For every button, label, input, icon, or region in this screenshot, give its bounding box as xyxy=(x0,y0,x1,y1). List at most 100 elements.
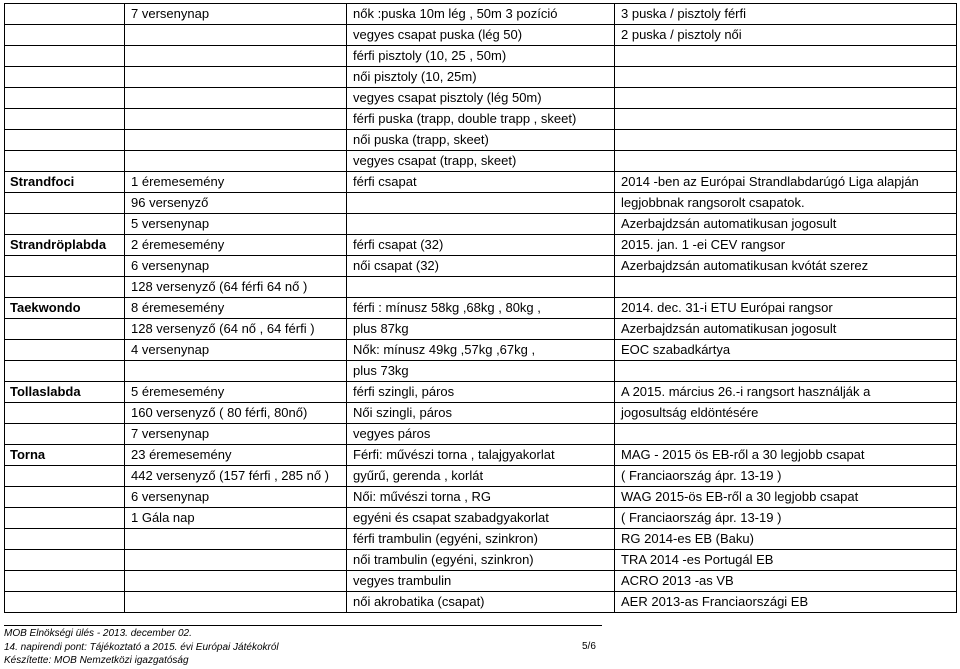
qualification-cell: WAG 2015-ös EB-ről a 30 legjobb csapat xyxy=(614,486,957,508)
category-cell: Női: művészi torna , RG xyxy=(346,486,615,508)
category-cell: nők :puska 10m lég , 50m 3 pozíció xyxy=(346,3,615,25)
qualification-cell xyxy=(614,108,957,130)
events-count-cell xyxy=(124,549,347,571)
sport-cell: Strandfoci xyxy=(4,171,125,193)
sport-cell xyxy=(4,192,125,214)
category-cell: férfi trambulin (egyéni, szinkron) xyxy=(346,528,615,550)
qualification-cell: 2 puska / pisztoly női xyxy=(614,24,957,46)
table-row: Strandfoci 1 éremesemény férfi csapat 2014 … xyxy=(4,171,957,193)
sport-cell xyxy=(4,591,125,613)
table-row: vegyes csapat (trapp, skeet) xyxy=(4,150,957,172)
category-cell: női puska (trapp, skeet) xyxy=(346,129,615,151)
qualification-cell: ( Franciaország ápr. 13-19 ) xyxy=(614,465,957,487)
table-row: 442 versenyző (157 férfi , 285 nő ) gyűrű… xyxy=(4,465,957,487)
table-row: vegyes csapat pisztoly (lég 50m) xyxy=(4,87,957,109)
table-row: női akrobatika (csapat) AER 2013-as Franc… xyxy=(4,591,957,613)
events-count-cell: 5 versenynap xyxy=(124,213,347,235)
qualification-cell: ( Franciaország ápr. 13-19 ) xyxy=(614,507,957,529)
events-count-cell: 1 éremesemény xyxy=(124,171,347,193)
table-row: Taekwondo 8 éremesemény férfi : mínusz 58k… xyxy=(4,297,957,319)
sport-cell xyxy=(4,276,125,298)
qualification-cell: 2014 -ben az Európai Strandlabdarúgó Lig… xyxy=(614,171,957,193)
events-count-cell: 128 versenyző (64 férfi 64 nő ) xyxy=(124,276,347,298)
events-count-cell xyxy=(124,528,347,550)
sport-cell xyxy=(4,45,125,67)
sport-cell xyxy=(4,255,125,277)
table-row: Torna 23 éremesemény Férfi: művészi torna … xyxy=(4,444,957,466)
category-cell: férfi pisztoly (10, 25 , 50m) xyxy=(346,45,615,67)
sport-cell xyxy=(4,129,125,151)
events-count-cell xyxy=(124,570,347,592)
sport-cell: Torna xyxy=(4,444,125,466)
table-row: férfi trambulin (egyéni, szinkron) RG 201… xyxy=(4,528,957,550)
table-row: 1 Gála nap egyéni és csapat szabadgyakorl… xyxy=(4,507,957,529)
table-row: női pisztoly (10, 25m) xyxy=(4,66,957,88)
qualification-cell xyxy=(614,150,957,172)
qualification-cell: RG 2014-es EB (Baku) xyxy=(614,528,957,550)
events-count-cell: 7 versenynap xyxy=(124,423,347,445)
footer-agenda: 14. napirendi pont: Tájékoztató a 2015. … xyxy=(4,641,279,653)
table-row: férfi puska (trapp, double trapp , skeet… xyxy=(4,108,957,130)
category-cell xyxy=(346,213,615,235)
table-row: 6 versenynap női csapat (32) Azerbajdzsán … xyxy=(4,255,957,277)
events-count-cell: 4 versenynap xyxy=(124,339,347,361)
table-row: Strandröplabda 2 éremesemény férfi csapat … xyxy=(4,234,957,256)
category-cell: Nők: mínusz 49kg ,57kg ,67kg , xyxy=(346,339,615,361)
table-row: 5 versenynap Azerbajdzsán automatikusan j… xyxy=(4,213,957,235)
table-row: Tollaslabda 5 éremesemény férfi szingli, p… xyxy=(4,381,957,403)
table-row: 128 versenyző (64 nő , 64 férfi ) plus 87… xyxy=(4,318,957,340)
qualification-cell: 2014. dec. 31-i ETU Európai rangsor xyxy=(614,297,957,319)
category-cell: férfi szingli, páros xyxy=(346,381,615,403)
qualification-cell: A 2015. március 26.-i rangsort használjá… xyxy=(614,381,957,403)
sport-cell xyxy=(4,486,125,508)
category-cell: vegyes trambulin xyxy=(346,570,615,592)
table-row: 160 versenyző ( 80 férfi, 80nő) Női szing… xyxy=(4,402,957,424)
category-cell: női akrobatika (csapat) xyxy=(346,591,615,613)
qualification-cell: jogosultság eldöntésére xyxy=(614,402,957,424)
sport-cell xyxy=(4,66,125,88)
category-cell: vegyes páros xyxy=(346,423,615,445)
events-table: 7 versenynap nők :puska 10m lég , 50m 3 p… xyxy=(4,3,957,613)
sport-cell xyxy=(4,528,125,550)
table-row: 128 versenyző (64 férfi 64 nő ) xyxy=(4,276,957,298)
table-row: női puska (trapp, skeet) xyxy=(4,129,957,151)
events-count-cell xyxy=(124,150,347,172)
qualification-cell: 2015. jan. 1 -ei CEV rangsor xyxy=(614,234,957,256)
sport-cell xyxy=(4,423,125,445)
qualification-cell xyxy=(614,66,957,88)
events-count-cell xyxy=(124,66,347,88)
table-row: vegyes trambulin ACRO 2013 -as VB xyxy=(4,570,957,592)
page-number: 5/6 xyxy=(582,641,596,652)
footer-author: Készítette: MOB Nemzetközi igazgatóság xyxy=(4,655,189,666)
sport-cell: Taekwondo xyxy=(4,297,125,319)
category-cell: gyűrű, gerenda , korlát xyxy=(346,465,615,487)
sport-cell: Strandröplabda xyxy=(4,234,125,256)
events-count-cell: 1 Gála nap xyxy=(124,507,347,529)
table-row: férfi pisztoly (10, 25 , 50m) xyxy=(4,45,957,67)
sport-cell xyxy=(4,3,125,25)
qualification-cell: TRA 2014 -es Portugál EB xyxy=(614,549,957,571)
category-cell: férfi : mínusz 58kg ,68kg , 80kg , xyxy=(346,297,615,319)
events-count-cell: 7 versenynap xyxy=(124,3,347,25)
category-cell xyxy=(346,192,615,214)
category-cell: férfi csapat (32) xyxy=(346,234,615,256)
events-count-cell: 6 versenynap xyxy=(124,486,347,508)
category-cell: Női szingli, páros xyxy=(346,402,615,424)
category-cell: vegyes csapat puska (lég 50) xyxy=(346,24,615,46)
category-cell: Férfi: művészi torna , talajgyakorlat xyxy=(346,444,615,466)
table-row: 7 versenynap nők :puska 10m lég , 50m 3 p… xyxy=(4,3,957,25)
category-cell: plus 73kg xyxy=(346,360,615,382)
sport-cell xyxy=(4,360,125,382)
qualification-cell xyxy=(614,129,957,151)
events-count-cell: 160 versenyző ( 80 férfi, 80nő) xyxy=(124,402,347,424)
category-cell: női pisztoly (10, 25m) xyxy=(346,66,615,88)
category-cell: vegyes csapat pisztoly (lég 50m) xyxy=(346,87,615,109)
sport-cell xyxy=(4,402,125,424)
qualification-cell xyxy=(614,360,957,382)
qualification-cell: Azerbajdzsán automatikusan kvótát szerez xyxy=(614,255,957,277)
sport-cell xyxy=(4,549,125,571)
sport-cell xyxy=(4,507,125,529)
events-count-cell: 128 versenyző (64 nő , 64 férfi ) xyxy=(124,318,347,340)
events-count-cell: 96 versenyző xyxy=(124,192,347,214)
table-row: 96 versenyző legjobbnak rangsorolt csapat… xyxy=(4,192,957,214)
